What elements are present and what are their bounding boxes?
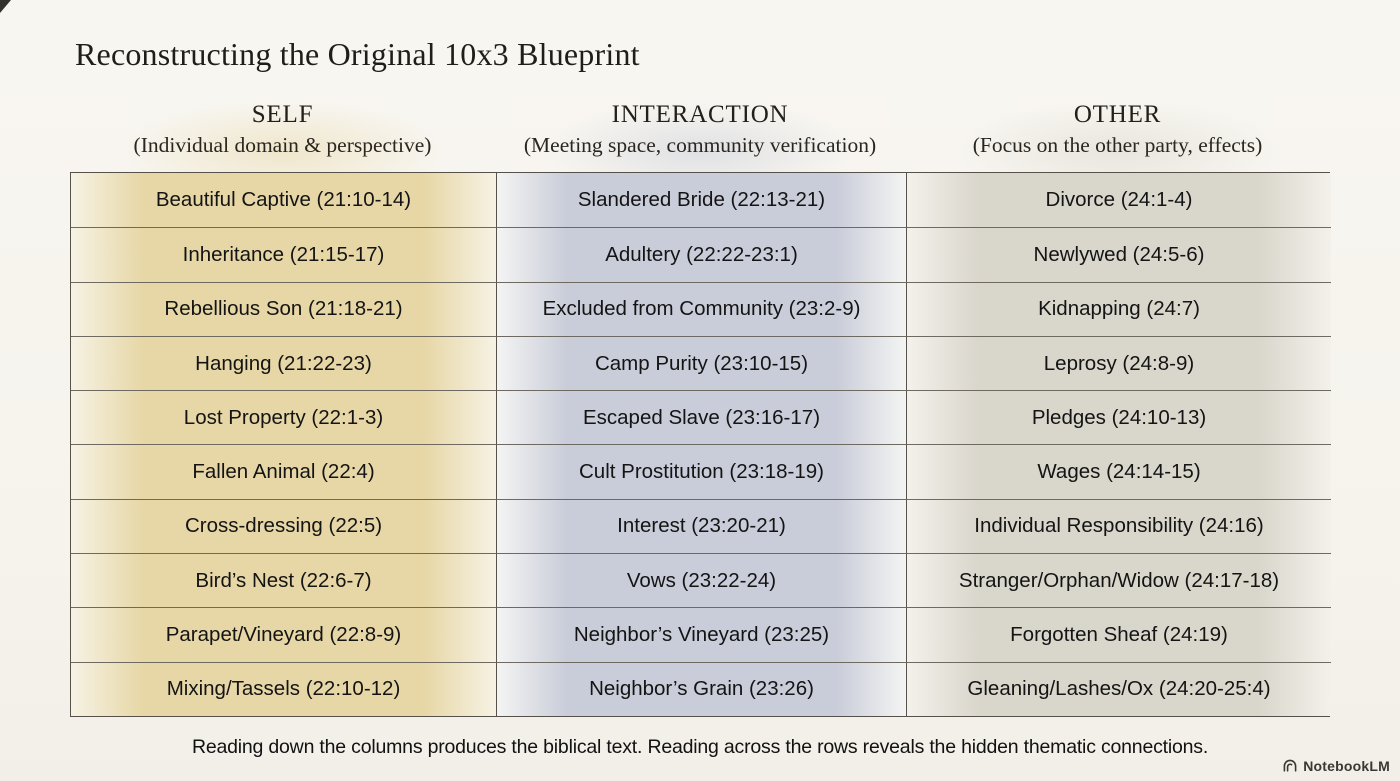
table-cell: Escaped Slave (23:16-17): [496, 390, 906, 445]
table-cell: Excluded from Community (23:2-9): [496, 281, 906, 336]
column-title: OTHER: [1073, 101, 1162, 128]
column-header-self: SELF (Individual domain & perspective): [70, 94, 495, 176]
table-cell: Rebellious Son (21:18-21): [71, 281, 496, 336]
corner-artifact: [0, 0, 11, 13]
table-cell: Slandered Bride (22:13-21): [496, 173, 906, 228]
table-cell: Hanging (21:22-23): [71, 335, 496, 391]
table-cell: Cult Prostitution (23:18-19): [496, 444, 906, 499]
table-cell: Kidnapping (24:7): [906, 281, 1331, 336]
table-cell: Beautiful Captive (21:10-14): [71, 173, 496, 228]
table-cell: Newlywed (24:5-6): [906, 227, 1331, 282]
table-cell: Vows (23:22-24): [496, 553, 906, 608]
column-header-interaction: INTERACTION (Meeting space, community ve…: [495, 94, 905, 176]
table-cell: Divorce (24:1-4): [906, 173, 1331, 228]
footer-caption: Reading down the columns produces the bi…: [191, 736, 1209, 758]
blueprint-table: Beautiful Captive (21:10-14) Slandered B…: [70, 172, 1331, 717]
table-cell: Camp Purity (23:10-15): [496, 335, 906, 391]
table-cell: Leprosy (24:8-9): [906, 335, 1331, 391]
column-title: INTERACTION: [611, 101, 789, 128]
column-subtitle: (Focus on the other party, effects): [972, 133, 1263, 157]
table-cell: Bird’s Nest (22:6-7): [71, 553, 496, 608]
column-subtitle: (Meeting space, community verification): [523, 133, 877, 157]
table-cell: Lost Property (22:1-3): [71, 390, 496, 445]
table-cell: Wages (24:14-15): [906, 444, 1331, 499]
table-cell: Mixing/Tassels (22:10-12): [71, 661, 496, 716]
table-cell: Neighbor’s Grain (23:26): [496, 661, 906, 716]
table-cell: Neighbor’s Vineyard (23:25): [496, 607, 906, 662]
notebooklm-watermark: NotebookLM: [1282, 758, 1390, 774]
column-subtitle: (Individual domain & perspective): [133, 133, 432, 157]
notebooklm-logo-icon: [1282, 758, 1298, 774]
table-cell: Interest (23:20-21): [496, 498, 906, 554]
table-cell: Forgotten Sheaf (24:19): [906, 607, 1331, 662]
table-cell: Stranger/Orphan/Widow (24:17-18): [906, 553, 1331, 608]
table-cell: Adultery (22:22-23:1): [496, 227, 906, 282]
table-cell: Gleaning/Lashes/Ox (24:20-25:4): [906, 661, 1331, 716]
column-header-other: OTHER (Focus on the other party, effects…: [905, 94, 1330, 176]
watermark-label: NotebookLM: [1303, 758, 1390, 774]
table-cell: Individual Responsibility (24:16): [906, 498, 1331, 554]
table-cell: Parapet/Vineyard (22:8-9): [71, 607, 496, 662]
column-headers: SELF (Individual domain & perspective) I…: [70, 94, 1330, 176]
page-title: Reconstructing the Original 10x3 Bluepri…: [75, 36, 640, 72]
table-cell: Fallen Animal (22:4): [71, 444, 496, 499]
table-cell: Cross-dressing (22:5): [71, 498, 496, 554]
table-cell: Pledges (24:10-13): [906, 390, 1331, 445]
table-cell: Inheritance (21:15-17): [71, 227, 496, 282]
column-title: SELF: [251, 101, 314, 128]
